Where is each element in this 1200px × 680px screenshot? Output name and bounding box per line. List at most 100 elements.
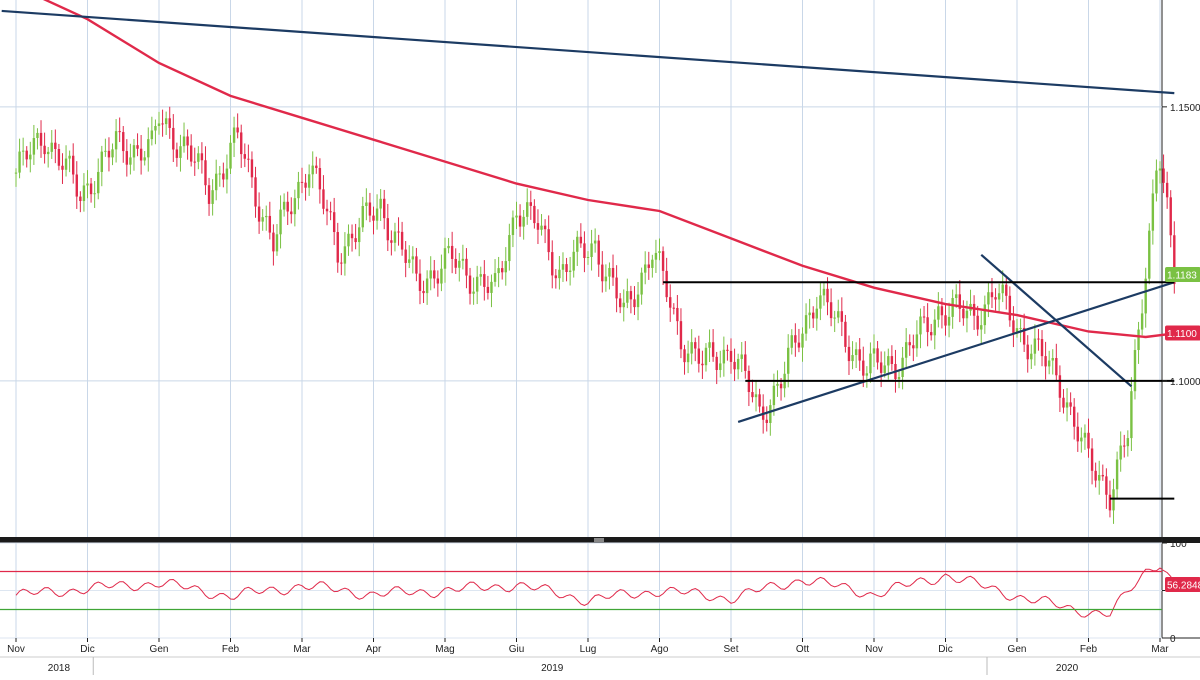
- candle-body: [1022, 327, 1026, 345]
- candle-body: [240, 132, 243, 155]
- candle-body: [186, 136, 189, 146]
- candle-body: [633, 299, 636, 308]
- candle-body: [862, 360, 865, 376]
- candle-body: [908, 342, 911, 346]
- candle-body: [215, 173, 218, 191]
- candle-body: [608, 267, 611, 277]
- candle-body: [540, 225, 543, 230]
- candle-body: [197, 153, 200, 162]
- candle-body: [25, 150, 28, 160]
- candle-body: [1065, 402, 1069, 408]
- month-label: Ago: [651, 644, 669, 655]
- candle-body: [297, 181, 300, 199]
- candle-body: [1051, 358, 1054, 361]
- candle-body: [493, 273, 497, 282]
- candle-body: [336, 232, 339, 263]
- candle-body: [257, 206, 261, 222]
- candle-body: [869, 353, 872, 374]
- month-label: Dic: [938, 644, 952, 655]
- candle-body: [400, 231, 404, 250]
- candle-body: [1155, 170, 1158, 194]
- candle-body: [851, 355, 854, 362]
- candle-body: [1108, 494, 1112, 511]
- candle-body: [736, 358, 740, 370]
- month-label: Feb: [222, 644, 240, 655]
- candle-body: [486, 286, 490, 293]
- candle-body: [383, 198, 386, 219]
- candle-body: [422, 290, 425, 294]
- candle-body: [683, 349, 686, 363]
- candle-body: [164, 118, 168, 125]
- candle-body: [1105, 476, 1108, 495]
- candle-body: [533, 205, 536, 224]
- candle-body: [576, 236, 579, 252]
- candle-body: [1012, 320, 1015, 333]
- month-label: Mar: [293, 644, 311, 655]
- candle-body: [765, 419, 768, 423]
- candle-body: [54, 142, 57, 149]
- candle-body: [536, 223, 540, 230]
- year-label: 2019: [541, 663, 564, 674]
- candle-body: [168, 118, 171, 128]
- month-label: Dic: [80, 644, 94, 655]
- candle-body: [611, 267, 615, 278]
- candle-body: [1087, 432, 1090, 449]
- candle-body: [1044, 356, 1047, 367]
- candle-body: [218, 173, 221, 175]
- candle-body: [254, 177, 257, 207]
- candle-body: [826, 288, 829, 303]
- candle-body: [332, 212, 336, 233]
- candle-body: [368, 202, 372, 216]
- candle-body: [1083, 432, 1087, 438]
- candle-body: [1058, 375, 1062, 398]
- candle-body: [794, 335, 797, 343]
- candle-body: [1158, 168, 1162, 171]
- candle-body: [787, 347, 790, 374]
- candle-body: [375, 208, 379, 221]
- candle-body: [658, 251, 661, 253]
- candle-body: [82, 185, 86, 202]
- candle-body: [930, 332, 933, 336]
- candle-body: [193, 161, 196, 163]
- candle-body: [990, 292, 994, 298]
- candle-body: [447, 245, 450, 249]
- candle-body: [243, 154, 246, 159]
- candle-body: [415, 256, 418, 274]
- candle-body: [572, 251, 575, 271]
- candle-body: [1080, 437, 1083, 442]
- candle-body: [847, 346, 851, 362]
- candle-body: [511, 217, 515, 236]
- candle-body: [1165, 182, 1169, 198]
- candle-body: [211, 190, 214, 204]
- candle-body: [972, 303, 976, 316]
- candle-body: [844, 321, 847, 347]
- candle-body: [515, 215, 518, 218]
- candle-body: [980, 325, 983, 330]
- candle-body: [590, 243, 593, 257]
- candle-body: [268, 215, 272, 233]
- candle-body: [72, 155, 75, 175]
- candle-body: [697, 348, 701, 364]
- candle-body: [665, 270, 668, 298]
- candle-body: [286, 201, 289, 212]
- candle-body: [647, 264, 650, 268]
- month-label: Gen: [150, 644, 169, 655]
- candle-body: [915, 334, 919, 349]
- candle-body: [232, 127, 236, 143]
- candle-body: [879, 362, 883, 373]
- candle-body: [1008, 295, 1012, 321]
- candle-body: [57, 148, 61, 166]
- candle-body: [229, 142, 232, 169]
- candle-body: [157, 123, 161, 127]
- year-label: 2018: [48, 663, 71, 674]
- candle-body: [726, 349, 729, 351]
- candle-body: [32, 138, 36, 155]
- candle-body: [358, 227, 361, 243]
- candle-body: [318, 168, 322, 190]
- candle-body: [754, 394, 758, 398]
- candle-body: [937, 306, 940, 320]
- candle-body: [547, 229, 550, 253]
- candle-body: [854, 349, 858, 356]
- candle-body: [1112, 489, 1115, 511]
